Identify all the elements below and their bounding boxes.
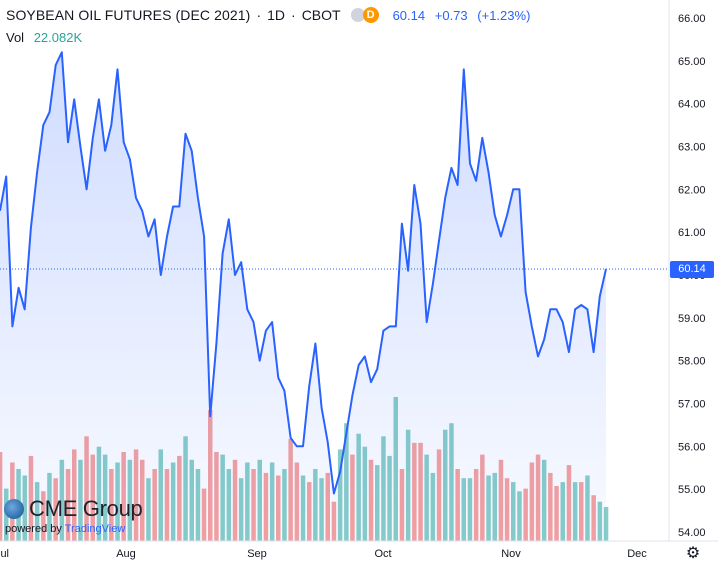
last-price: 60.14 — [392, 7, 426, 23]
x-tick-label: Nov — [501, 548, 521, 560]
current-price-tag: 60.14 — [670, 260, 714, 278]
x-tick-label: Oct — [374, 548, 391, 560]
volume-legend: Vol 22.082K — [6, 30, 82, 45]
x-tick-label: Sep — [247, 548, 267, 560]
y-tick-label: 62.00 — [678, 184, 706, 196]
exchange-label: CBOT — [301, 7, 341, 23]
y-tick-label: 61.00 — [678, 227, 706, 239]
volume-label: Vol — [6, 30, 25, 45]
chart-header: SOYBEAN OIL FUTURES (DEC 2021) · 1D · CB… — [6, 5, 536, 25]
cme-logo[interactable]: CME Group powered by TradingView — [4, 496, 143, 535]
price-change: +0.73 — [434, 7, 468, 23]
powered-prefix: powered by — [5, 523, 62, 535]
price-line — [0, 51, 607, 495]
powered-by: powered by TradingView — [5, 523, 142, 535]
y-tick-label: 56.00 — [678, 441, 706, 453]
y-tick-label: 65.00 — [678, 56, 706, 68]
powered-brand: TradingView — [64, 523, 126, 535]
x-tick-label: Aug — [116, 548, 136, 560]
y-tick-label: 55.00 — [678, 484, 706, 496]
badge-letter: D — [362, 7, 379, 23]
logo-name: CME Group — [29, 496, 143, 521]
price-area — [0, 52, 606, 542]
gear-icon[interactable]: ⚙ — [685, 545, 701, 562]
symbol-title[interactable]: SOYBEAN OIL FUTURES (DEC 2021) — [6, 7, 251, 23]
separator: · — [256, 7, 262, 23]
y-tick-label: 57.00 — [678, 399, 706, 411]
logo-main: CME Group — [4, 496, 143, 522]
y-tick-label: 66.00 — [678, 13, 706, 25]
interval-label[interactable]: 1D — [267, 7, 286, 23]
volume-value: 22.082K — [33, 30, 83, 45]
y-tick-label: 64.00 — [678, 99, 706, 111]
globe-icon — [4, 499, 24, 519]
price-change-pct: (+1.23%) — [477, 7, 531, 23]
circle-icon — [350, 8, 365, 22]
volume-bar — [603, 507, 609, 541]
y-tick-label: 58.00 — [678, 356, 706, 368]
price-info: 60.14 +0.73 (+1.23%) — [393, 8, 537, 23]
separator: · — [291, 7, 296, 23]
status-badge[interactable]: D — [350, 7, 379, 23]
x-tick-label: Jul — [0, 548, 9, 560]
y-tick-label: 63.00 — [678, 142, 706, 154]
x-axis[interactable]: Jul Aug Sep Oct Nov Dec — [0, 548, 647, 560]
x-tick-label: Dec — [627, 548, 647, 560]
y-tick-label: 59.00 — [678, 313, 706, 325]
y-tick-label: 54.00 — [678, 527, 706, 539]
